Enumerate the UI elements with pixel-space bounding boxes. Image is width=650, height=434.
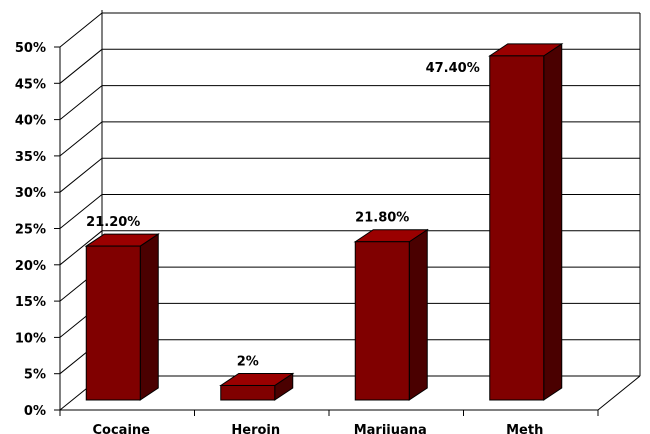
bar-marijuana	[353, 228, 429, 401]
y-tick-label: 15%	[15, 295, 46, 310]
y-tick-label: 45%	[15, 77, 46, 92]
y-tick-label: 30%	[15, 186, 46, 201]
gridline	[59, 12, 640, 48]
bar-cocaine	[84, 233, 160, 401]
bar-front	[354, 241, 410, 401]
y-tick-label: 10%	[15, 331, 46, 346]
y-tick-label: 25%	[15, 223, 46, 238]
bar-side	[139, 233, 159, 401]
bars	[84, 42, 564, 401]
x-tick-label: Heroin	[231, 423, 280, 434]
y-axis-tick-labels: 0% 5% 10% 15% 20% 25% 30% 35% 40% 45% 50%	[15, 41, 46, 419]
bar-front	[85, 245, 141, 401]
x-tick-label: Meth	[506, 423, 543, 434]
bar-side	[543, 42, 563, 401]
bar-meth	[488, 42, 564, 401]
bar-front	[489, 55, 545, 401]
x-tick-label: Cocaine	[93, 423, 151, 434]
y-tick-label: 0%	[24, 404, 46, 419]
data-label: 2%	[237, 354, 259, 369]
data-label: 47.40%	[426, 61, 480, 76]
bar-side	[408, 228, 428, 401]
y-tick-label: 40%	[15, 114, 46, 129]
y-tick-label: 35%	[15, 150, 46, 165]
y-tick-label: 20%	[15, 259, 46, 274]
x-tick-label: Marijuana	[354, 423, 427, 434]
y-tick-label: 50%	[15, 41, 46, 56]
bar-heroin	[219, 372, 295, 401]
bar-front	[220, 384, 276, 401]
x-axis-category-labels: Cocaine Heroin Marijuana Meth	[93, 423, 544, 434]
data-label: 21.80%	[355, 211, 409, 226]
data-labels: 21.20% 2% 21.80% 47.40%	[86, 61, 480, 370]
data-label: 21.20%	[86, 215, 140, 230]
floor-right-edge	[597, 375, 641, 411]
y-tick-label: 5%	[24, 368, 46, 383]
